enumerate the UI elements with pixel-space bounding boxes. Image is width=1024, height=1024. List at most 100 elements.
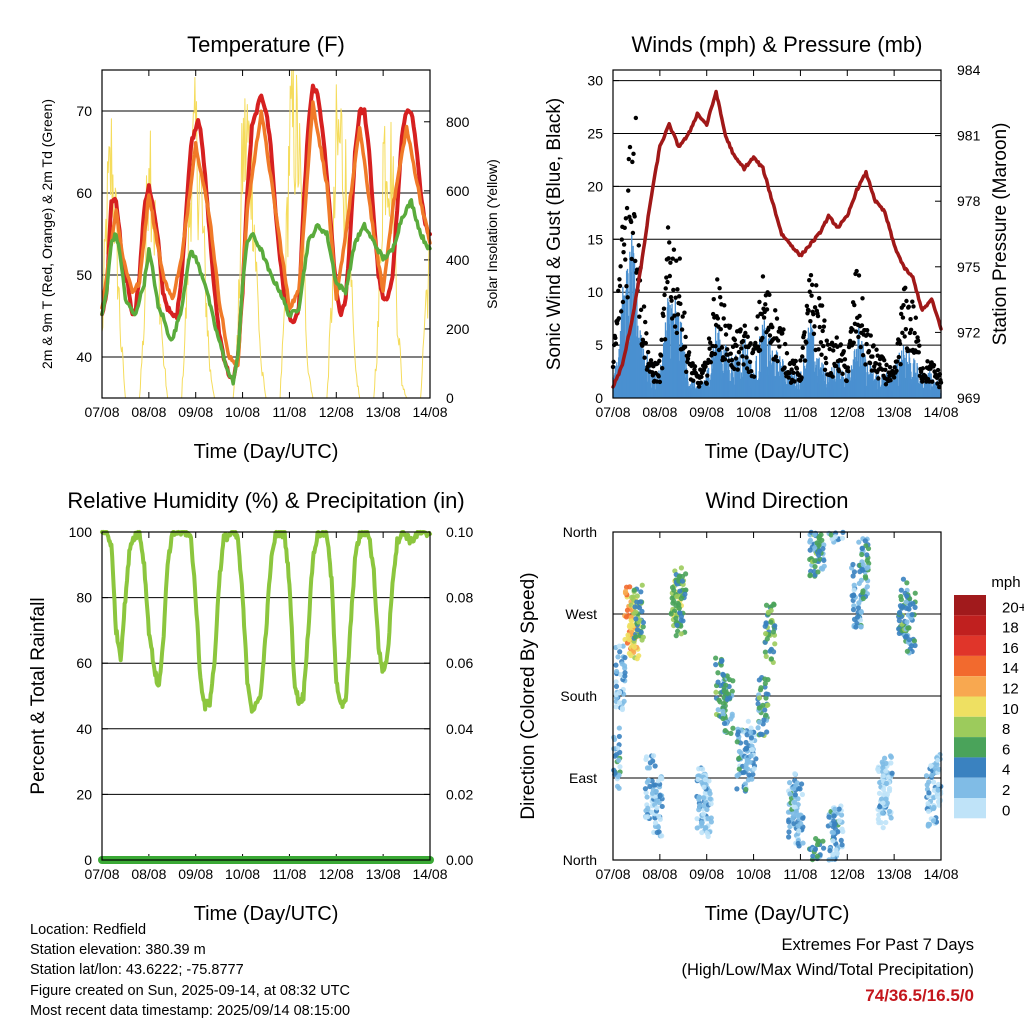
panel-title: Relative Humidity (%) & Precipitation (i… [67,488,464,513]
gust-point [793,358,798,364]
direction-point [633,616,639,622]
direction-point [623,584,630,590]
direction-point [634,593,640,599]
gust-point [703,364,708,369]
gust-point [657,379,663,385]
gust-point [668,294,674,300]
direction-point [637,599,644,605]
gust-point [626,188,631,193]
gust-point [648,358,654,363]
gust-point [822,318,827,323]
direction-point [644,765,651,771]
gust-point [918,369,924,375]
gust-point [830,374,835,379]
gust-point [716,347,722,353]
gust-point [910,299,915,304]
direction-point [654,798,660,804]
gust-point [627,144,633,150]
direction-point [935,757,941,763]
direction-point [657,793,663,799]
gust-point [848,338,853,344]
direction-point [796,828,802,834]
direction-point [729,688,735,694]
gust-point [739,346,744,351]
y-right-axis-label: Solar Insolation (Yellow) [484,159,500,309]
gust-point [721,316,726,321]
legend-label: 10 [1002,701,1019,718]
direction-point [620,643,626,649]
gust-point [619,309,624,314]
direction-point [617,749,623,755]
direction-point [616,689,623,696]
gust-point [894,359,900,364]
gust-point [691,378,696,383]
gust-point [851,340,856,345]
gust-point [775,358,780,364]
y-tick-label: 10 [587,284,603,300]
legend-swatch [954,777,986,798]
gust-point [621,242,627,247]
gust-point [816,347,821,352]
direction-point [612,770,618,776]
y-tick-label: 30 [587,73,603,89]
direction-point [713,655,719,661]
gust-point [666,256,671,261]
direction-point [925,821,932,827]
legend-label: 6 [1002,741,1010,758]
direction-point [885,774,891,780]
gust-point [667,273,673,279]
direction-point [613,679,619,685]
y-axis-label: Sonic Wind & Gust (Blue, Black) [544,98,565,370]
gust-point [903,326,909,332]
y-right-tick-label: 0.10 [446,524,473,540]
direction-point [864,558,870,564]
direction-point [622,590,629,596]
direction-point [762,676,768,682]
direction-point [616,700,623,706]
direction-point [880,786,887,792]
direction-point [763,631,769,637]
gust-point [841,349,846,354]
x-tick-label: 10/08 [736,866,771,882]
gust-point [804,340,809,345]
y-right-tick-label: 981 [957,128,981,144]
direction-point [723,682,729,688]
direction-point [756,677,762,683]
direction-point [674,594,680,600]
direction-point [840,828,846,835]
x-tick-label: 13/08 [366,866,401,882]
y-right-tick-label: 600 [446,183,470,199]
gust-point [618,264,623,269]
direction-point [815,838,821,845]
direction-point [930,779,937,785]
direction-point [807,572,813,578]
gust-point [773,308,778,313]
gust-point [881,357,887,363]
gust-point [799,354,805,359]
legend-label: 0 [1002,802,1010,819]
gust-point [811,311,816,317]
extremes-subtitle: (High/Low/Max Wind/Total Precipitation) [681,961,974,979]
gust-point [748,341,753,346]
y-tick-label: 80 [76,590,92,606]
direction-point [702,790,708,796]
direction-point [904,619,910,625]
station-location: Location: Redfield [30,922,147,938]
gust-point [617,283,623,289]
gust-point [627,214,632,220]
gust-point [900,330,905,336]
direction-point [880,800,886,806]
gust-point [690,361,695,366]
gust-point [644,331,649,336]
direction-point [835,829,841,835]
direction-point [765,702,771,708]
direction-point [758,685,764,691]
gust-point [900,315,906,320]
plot-border [101,531,431,861]
direction-point [762,623,768,629]
gust-point [777,344,782,349]
direction-point [748,725,754,731]
gust-point [727,323,733,329]
y-tick-label: 0 [595,390,603,406]
direction-point [836,806,842,812]
